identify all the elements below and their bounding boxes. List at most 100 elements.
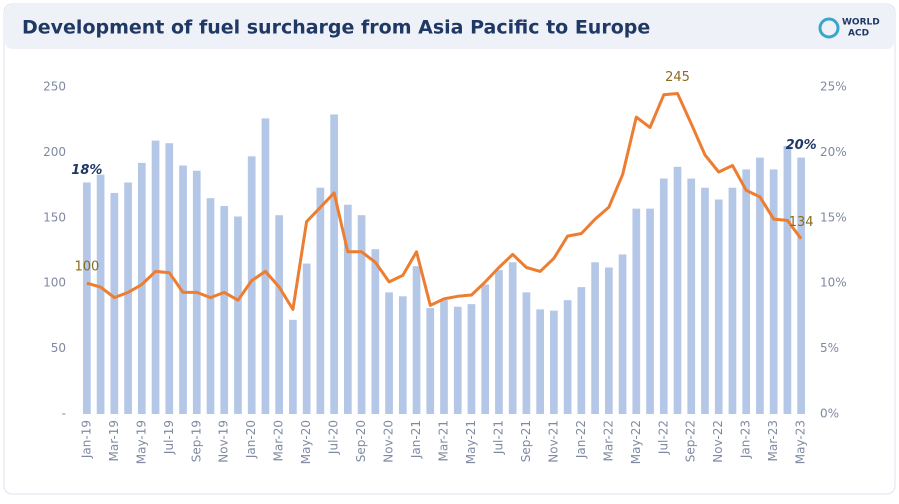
- bar: [398, 296, 407, 414]
- y-tick-label: 250: [43, 80, 66, 94]
- x-tick-label: Mar-21: [437, 420, 451, 461]
- y-tick-label: -: [62, 407, 66, 421]
- x-tick-label: Jul-21: [491, 420, 505, 455]
- x-tick-label: Jul-22: [656, 420, 670, 455]
- line-label: 245: [665, 70, 690, 85]
- y2-tick-label: 0%: [820, 407, 839, 421]
- y2-tick-label: 25%: [820, 80, 847, 94]
- bar: [275, 215, 284, 414]
- bar: [165, 143, 174, 414]
- x-tick-label: Jan-23: [739, 420, 753, 459]
- x-tick-label: Mar-23: [766, 420, 780, 461]
- bar: [536, 309, 544, 414]
- bar: [83, 182, 91, 414]
- x-tick-label: Jul-19: [162, 420, 176, 455]
- bar: [604, 267, 613, 414]
- y2-tick-label: 10%: [820, 276, 847, 290]
- x-tick-label: Jan-19: [79, 420, 93, 459]
- x-tick-label: Sep-22: [684, 420, 698, 462]
- bar: [673, 166, 682, 414]
- bar: [756, 157, 764, 414]
- x-tick-label: Nov-19: [217, 420, 231, 463]
- bar: [659, 178, 668, 414]
- y2-tick-label: 20%: [820, 145, 847, 159]
- bar: [96, 174, 105, 414]
- bar: [110, 192, 119, 414]
- x-tick-label: May-19: [134, 420, 148, 464]
- bar: [618, 254, 627, 414]
- bar: [289, 319, 297, 414]
- bar: [646, 208, 654, 414]
- bar: [330, 114, 338, 414]
- line-label: 134: [789, 215, 814, 230]
- bar: [137, 162, 146, 414]
- logo-text: WORLD: [842, 18, 880, 28]
- bar: [728, 187, 737, 414]
- y2-tick-label: 5%: [820, 341, 839, 355]
- bar: [371, 249, 380, 414]
- x-tick-label: Nov-20: [382, 420, 396, 463]
- bar: [357, 215, 366, 414]
- bar: [302, 263, 311, 414]
- x-tick-label: Nov-22: [711, 420, 725, 463]
- bar: [783, 145, 792, 415]
- bar: [453, 306, 462, 414]
- bar: [344, 204, 352, 414]
- y-tick-label: 100: [43, 276, 66, 290]
- header: [5, 5, 894, 49]
- bar: [440, 300, 448, 414]
- x-tick-label: Sep-21: [519, 420, 533, 462]
- bar: [701, 187, 709, 414]
- bar: [179, 165, 187, 414]
- bar: [426, 308, 435, 414]
- x-tick-label: Sep-19: [189, 420, 203, 462]
- x-tick-label: May-22: [629, 420, 643, 464]
- bar: [508, 262, 517, 414]
- bar: [124, 182, 132, 414]
- line-label: 100: [74, 260, 99, 275]
- logo: WORLD ACD: [818, 17, 880, 39]
- bar: [797, 157, 805, 414]
- bar: [412, 266, 421, 414]
- bar: [234, 216, 242, 414]
- x-tick-label: Jan-20: [244, 420, 258, 459]
- bar: [714, 199, 723, 414]
- bar: [577, 287, 586, 414]
- x-tick-label: May-21: [464, 420, 478, 464]
- x-tick-label: Nov-21: [546, 420, 560, 463]
- line: [86, 92, 803, 311]
- bar: [495, 270, 503, 414]
- y-tick-label: 50: [51, 341, 66, 355]
- bar: [481, 284, 490, 414]
- x-tick-label: Jan-22: [574, 420, 588, 459]
- bar: [769, 169, 778, 414]
- bar-label: 18%: [71, 163, 102, 178]
- y-tick-label: 200: [43, 145, 66, 159]
- bar: [742, 169, 751, 414]
- bar: [632, 208, 641, 414]
- bar: [385, 292, 393, 414]
- bar: [247, 156, 256, 414]
- bar: [467, 304, 476, 414]
- bar: [316, 187, 325, 414]
- bar: [151, 140, 160, 415]
- logo-text: ACD: [848, 29, 869, 39]
- bar: [687, 178, 696, 414]
- y-tick-label: 150: [43, 210, 66, 224]
- bar: [220, 206, 229, 414]
- x-tick-label: Jul-20: [327, 420, 341, 455]
- x-tick-label: Sep-20: [354, 420, 368, 462]
- y2-tick-label: 15%: [820, 210, 847, 224]
- x-tick-label: Mar-22: [601, 420, 615, 461]
- x-tick-label: Jan-21: [409, 420, 423, 459]
- x-tick-label: Mar-20: [272, 420, 286, 461]
- logo-icon: [818, 17, 840, 39]
- chart-title: Development of fuel surcharge from Asia …: [22, 17, 650, 39]
- bar: [563, 300, 572, 414]
- bar-label: 20%: [786, 138, 817, 153]
- bar: [591, 262, 599, 414]
- bar: [261, 118, 270, 414]
- x-tick-label: May-23: [794, 420, 808, 464]
